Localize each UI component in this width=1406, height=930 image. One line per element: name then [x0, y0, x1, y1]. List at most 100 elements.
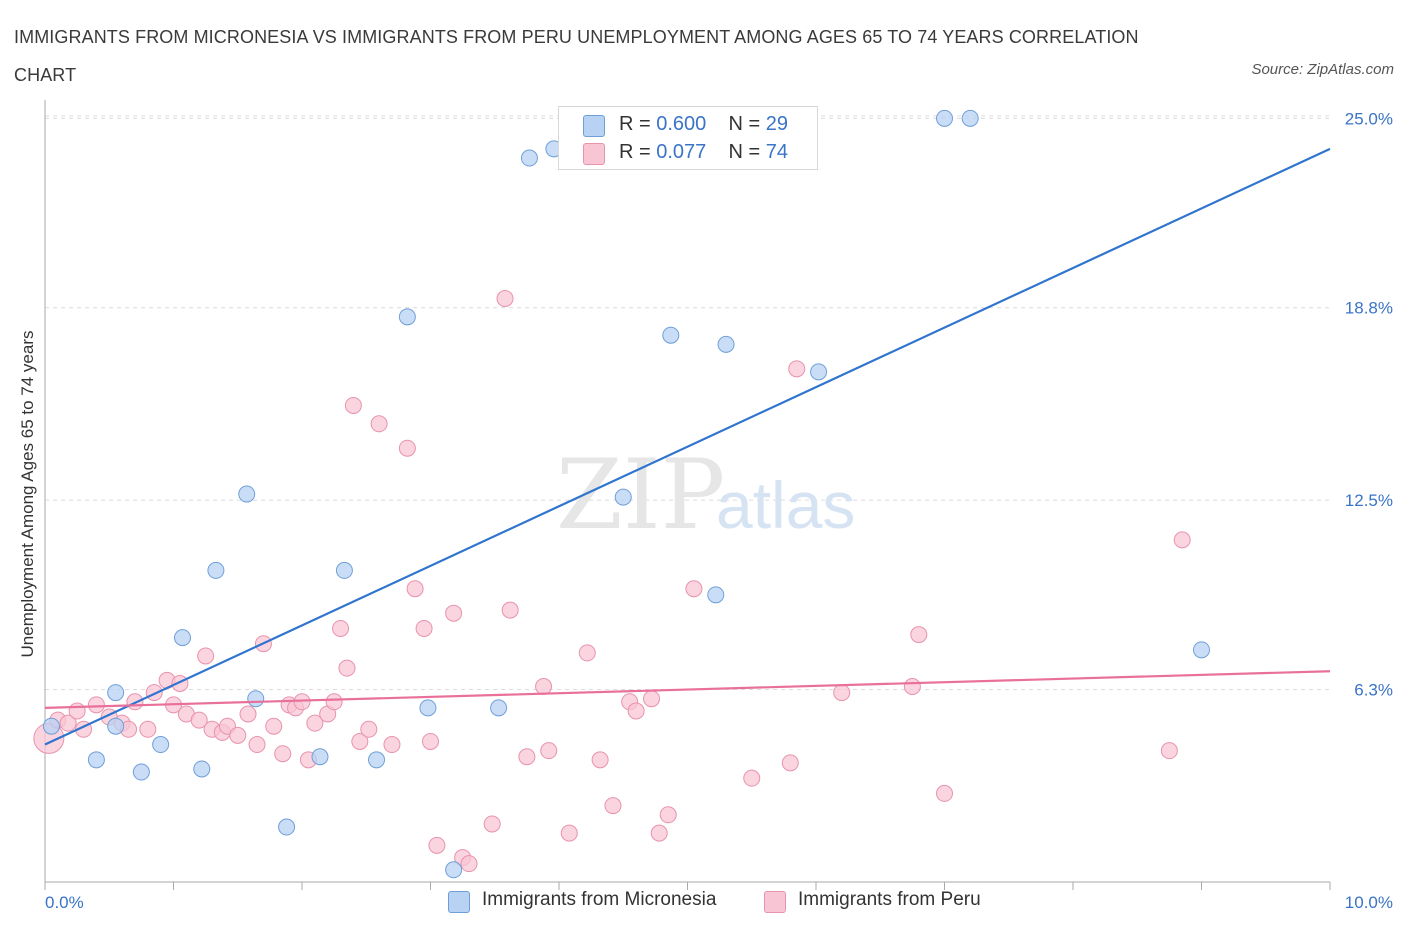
point-micronesia: [662, 326, 680, 344]
legend-r-label: R =: [619, 113, 651, 135]
point-micronesia: [107, 717, 125, 735]
y-axis-label: Unemployment Among Ages 65 to 74 years: [18, 331, 37, 658]
point-peru: [685, 580, 703, 598]
point-micronesia: [278, 818, 296, 836]
point-peru: [197, 647, 215, 665]
point-micronesia: [707, 586, 725, 604]
point-peru: [578, 644, 596, 662]
bottom-legend-swatch-peru: [764, 891, 786, 913]
point-peru: [229, 726, 247, 744]
trend-line-micronesia: [44, 147, 1331, 746]
point-peru: [540, 742, 558, 760]
point-micronesia: [193, 760, 211, 778]
legend-n-micronesia: 29: [765, 113, 789, 135]
stats-legend: R = 0.600 N = 29 R = 0.077 N = 74: [558, 106, 818, 170]
point-peru: [518, 748, 536, 766]
y-tick-labels: 6.3% 12.5% 18.8% 25.0%: [1345, 109, 1393, 699]
point-peru: [1160, 742, 1178, 760]
point-micronesia: [717, 335, 735, 353]
point-peru: [659, 806, 677, 824]
point-micronesia: [87, 751, 105, 769]
point-peru: [145, 684, 163, 702]
series-micronesia-points: [42, 109, 1210, 879]
point-peru: [59, 714, 77, 732]
point-peru: [445, 604, 463, 622]
point-peru: [265, 717, 283, 735]
point-peru: [248, 736, 266, 754]
point-peru: [501, 601, 519, 619]
point-peru: [87, 696, 105, 714]
point-peru: [560, 824, 578, 842]
grid-lines: [45, 115, 1330, 691]
point-micronesia: [132, 763, 150, 781]
point-peru: [306, 714, 324, 732]
point-micronesia: [1193, 641, 1210, 659]
point-micronesia: [311, 748, 329, 766]
point-peru: [325, 693, 343, 711]
point-micronesia: [936, 109, 953, 127]
point-peru: [344, 396, 362, 414]
bottom-legend-swatch-micronesia: [448, 891, 470, 913]
point-peru: [743, 769, 761, 787]
point-peru: [788, 360, 806, 378]
point-peru: [604, 797, 622, 815]
point-peru: [190, 711, 208, 729]
point-peru: [496, 290, 514, 308]
point-micronesia: [419, 699, 437, 717]
point-micronesia: [247, 690, 265, 708]
trend-lines: [44, 147, 1331, 746]
legend-r-micronesia: 0.600: [656, 113, 707, 135]
bottom-legend-label-peru: Immigrants from Peru: [798, 889, 981, 910]
chart-title: IMMIGRANTS FROM MICRONESIA VS IMMIGRANTS…: [14, 27, 1139, 85]
point-micronesia: [398, 308, 416, 326]
point-micronesia: [238, 485, 256, 503]
point-peru: [338, 659, 356, 677]
point-micronesia: [490, 699, 508, 717]
point-micronesia: [42, 717, 60, 735]
legend-n-label: N =: [728, 141, 761, 163]
x-tick-label: 10.0%: [1345, 893, 1393, 912]
legend-n-label: N =: [728, 113, 761, 135]
point-peru: [535, 678, 553, 695]
point-micronesia: [107, 684, 125, 702]
point-peru: [274, 745, 292, 763]
series-peru-points: [33, 290, 1191, 873]
point-peru: [422, 732, 439, 750]
point-peru: [936, 784, 953, 802]
point-peru: [406, 580, 424, 598]
point-peru: [483, 815, 501, 833]
x-tick-label: 0.0%: [45, 893, 84, 912]
point-peru: [903, 678, 921, 695]
point-micronesia: [614, 488, 632, 506]
y-tick-label: 25.0%: [1345, 109, 1393, 128]
point-micronesia: [173, 629, 191, 647]
legend-n-peru: 74: [765, 141, 789, 163]
point-micronesia: [961, 109, 979, 127]
point-peru: [650, 824, 668, 842]
point-peru: [643, 690, 661, 708]
point-micronesia: [445, 861, 463, 879]
point-peru: [833, 684, 851, 702]
point-peru: [360, 720, 378, 738]
point-peru: [910, 626, 928, 644]
point-micronesia: [207, 561, 225, 579]
watermark-atlas: atlas: [716, 468, 855, 542]
point-peru: [1173, 531, 1191, 549]
point-peru: [415, 619, 433, 637]
point-peru: [370, 415, 388, 433]
legend-swatch-micronesia: [583, 115, 605, 137]
point-peru: [239, 705, 257, 723]
point-peru: [332, 619, 350, 637]
y-tick-label: 12.5%: [1345, 491, 1393, 510]
y-tick-label: 18.8%: [1345, 299, 1393, 318]
point-peru: [591, 751, 609, 769]
legend-r-peru: 0.077: [656, 141, 707, 163]
point-micronesia: [368, 751, 386, 769]
point-micronesia: [152, 736, 170, 754]
source-label: Source: ZipAtlas.com: [1251, 61, 1394, 78]
point-peru: [398, 439, 416, 457]
bottom-legend-label-micronesia: Immigrants from Micronesia: [482, 889, 717, 910]
legend-r-label: R =: [619, 141, 651, 163]
point-peru: [627, 702, 645, 720]
